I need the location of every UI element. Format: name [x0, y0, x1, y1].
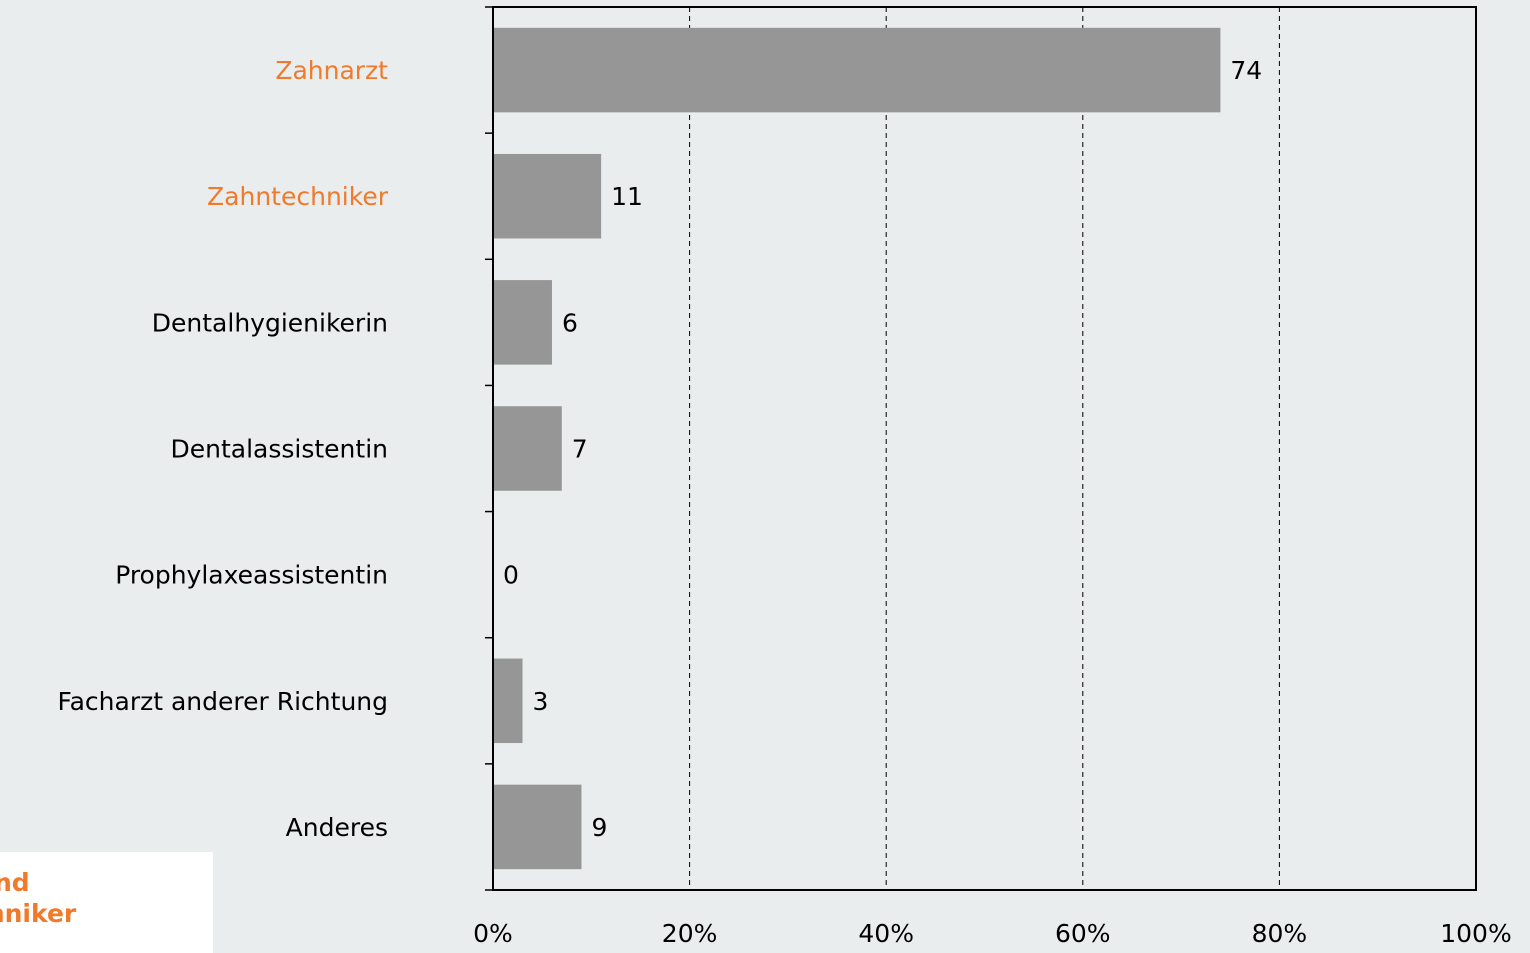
y-tick-label: Anderes	[286, 813, 388, 842]
legend-text: nd	[0, 868, 30, 897]
bar	[493, 153, 602, 239]
legend-box	[0, 852, 213, 953]
value-label: 6	[562, 308, 578, 337]
x-tick-label: 100%	[1440, 919, 1511, 948]
x-tick-label: 80%	[1252, 919, 1308, 948]
y-tick-label: Zahntechniker	[207, 182, 389, 211]
y-tick-label: Dentalhygienikerin	[152, 308, 388, 337]
value-label: 11	[611, 182, 643, 211]
y-tick-label: Prophylaxeassistentin	[115, 561, 388, 590]
bar	[493, 280, 552, 365]
x-tick-label: 0%	[473, 919, 513, 948]
bar	[493, 27, 1221, 113]
value-label: 3	[532, 687, 548, 716]
y-tick-label: Zahnarzt	[275, 56, 388, 85]
value-label: 7	[572, 435, 588, 464]
x-tick-label: 20%	[662, 919, 718, 948]
value-label: 74	[1230, 56, 1262, 85]
bar	[493, 406, 562, 491]
x-tick-label: 40%	[858, 919, 914, 948]
bar	[493, 658, 523, 744]
value-label: 0	[503, 561, 519, 590]
legend-text: chniker	[0, 899, 77, 928]
bar	[493, 784, 582, 870]
value-label: 9	[591, 813, 607, 842]
y-tick-label: Facharzt anderer Richtung	[58, 687, 388, 716]
x-tick-label: 60%	[1055, 919, 1111, 948]
plot-frame	[492, 6, 1477, 891]
y-tick-label: Dentalassistentin	[170, 435, 388, 464]
